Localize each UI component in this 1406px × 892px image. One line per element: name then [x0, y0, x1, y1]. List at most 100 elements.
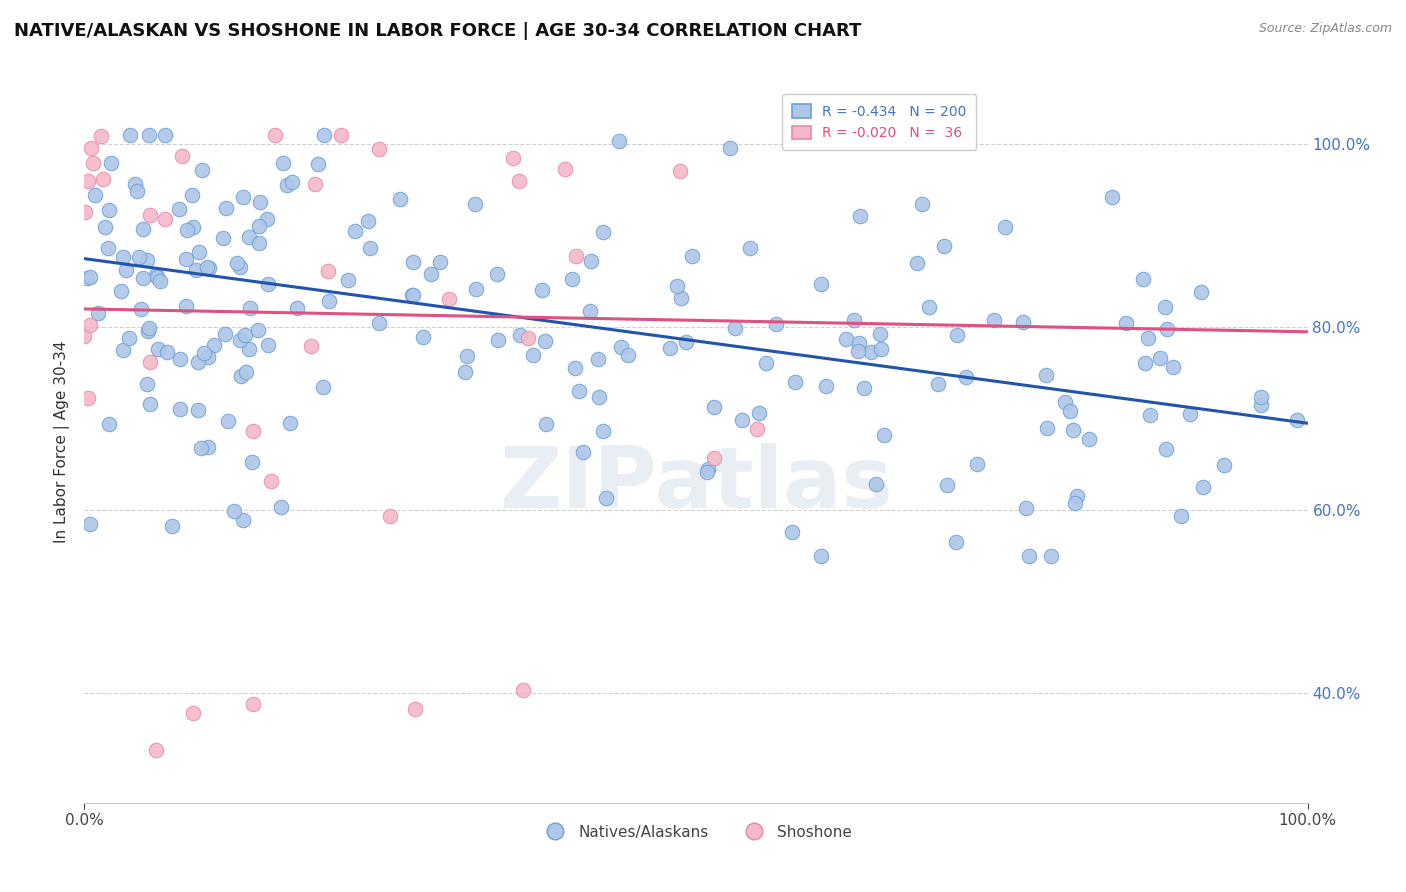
Point: [181, 220, 204, 235]
Point: [935, 477, 957, 491]
Point: [138, 128, 160, 143]
Point: [983, 313, 1005, 327]
Point: [1163, 360, 1185, 375]
Point: [486, 334, 509, 348]
Point: [1189, 285, 1212, 299]
Point: [131, 271, 153, 285]
Point: [783, 376, 806, 390]
Point: [94, 220, 117, 235]
Point: [247, 219, 270, 234]
Point: [531, 284, 554, 298]
Point: [568, 384, 591, 398]
Point: [780, 525, 803, 540]
Point: [169, 402, 191, 417]
Point: [367, 316, 389, 330]
Point: [197, 440, 219, 454]
Point: [256, 338, 278, 352]
Point: [747, 422, 769, 436]
Point: [835, 332, 858, 346]
Point: [554, 161, 576, 176]
Point: [1178, 408, 1201, 422]
Point: [112, 343, 135, 357]
Point: [454, 365, 477, 379]
Point: [731, 413, 754, 427]
Point: [87, 306, 110, 320]
Point: [97, 202, 120, 217]
Point: [276, 178, 298, 192]
Point: [367, 142, 389, 156]
Point: [242, 697, 264, 711]
Point: [810, 277, 832, 291]
Point: [187, 355, 209, 369]
Point: [212, 230, 235, 244]
Point: [616, 348, 638, 362]
Point: [1101, 190, 1123, 204]
Point: [111, 251, 134, 265]
Point: [464, 196, 486, 211]
Point: [312, 128, 335, 143]
Point: [217, 414, 239, 428]
Point: [681, 249, 703, 263]
Point: [273, 155, 295, 169]
Point: [110, 284, 132, 298]
Point: [918, 301, 941, 315]
Point: [869, 327, 891, 342]
Point: [79, 318, 101, 333]
Point: [388, 192, 411, 206]
Point: [512, 683, 534, 698]
Point: [1139, 408, 1161, 422]
Point: [1135, 355, 1157, 369]
Point: [401, 288, 423, 302]
Point: [955, 370, 977, 384]
Point: [579, 253, 602, 268]
Point: [316, 263, 339, 277]
Point: [153, 128, 176, 143]
Point: [128, 250, 150, 264]
Point: [671, 291, 693, 305]
Point: [703, 400, 725, 414]
Point: [848, 336, 870, 351]
Point: [242, 424, 264, 438]
Point: [1036, 421, 1059, 435]
Point: [1250, 390, 1272, 404]
Point: [135, 253, 157, 268]
Point: [1077, 433, 1099, 447]
Point: [1153, 300, 1175, 314]
Point: [256, 212, 278, 227]
Point: [592, 424, 614, 438]
Point: [281, 175, 304, 189]
Point: [659, 341, 682, 355]
Point: [136, 376, 159, 391]
Point: [149, 274, 172, 288]
Point: [402, 288, 425, 302]
Point: [592, 225, 614, 239]
Point: [610, 340, 633, 354]
Point: [607, 134, 630, 148]
Point: [129, 301, 152, 316]
Point: [329, 128, 352, 143]
Point: [115, 262, 138, 277]
Point: [1040, 549, 1063, 563]
Point: [299, 339, 322, 353]
Point: [202, 338, 225, 352]
Point: [860, 344, 883, 359]
Point: [249, 194, 271, 209]
Point: [810, 549, 832, 563]
Point: [187, 403, 209, 417]
Point: [118, 330, 141, 344]
Point: [343, 223, 366, 237]
Point: [946, 328, 969, 343]
Point: [595, 491, 617, 505]
Point: [215, 202, 238, 216]
Point: [90, 128, 112, 143]
Y-axis label: In Labor Force | Age 30-34: In Labor Force | Age 30-34: [55, 340, 70, 543]
Point: [755, 356, 778, 370]
Point: [564, 248, 586, 262]
Point: [814, 378, 837, 392]
Point: [83, 188, 105, 202]
Point: [1286, 412, 1309, 426]
Point: [176, 222, 198, 236]
Point: [509, 328, 531, 343]
Point: [118, 128, 141, 143]
Point: [181, 706, 204, 720]
